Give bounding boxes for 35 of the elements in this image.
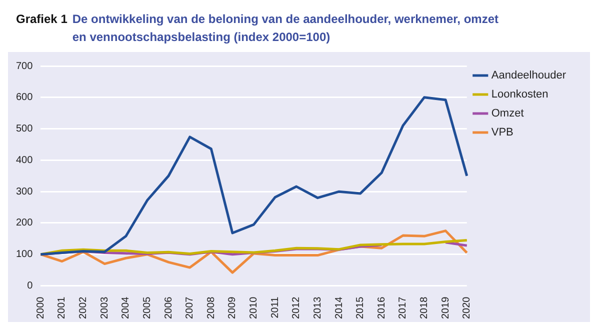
chart-subtitle: De ontwikkeling van de beloning van de aandeelhouder, werknemer, omzet en vennootschapsbelasting (index 2000=100)	[72, 11, 500, 46]
legend-label: Loonkosten	[491, 88, 548, 101]
x-tick-label: 2001	[56, 296, 68, 320]
y-tick-label: 300	[16, 186, 34, 198]
x-tick-label: 2002	[78, 296, 90, 320]
y-tick-label: 600	[16, 92, 34, 104]
x-tick-label: 2017	[398, 296, 409, 320]
x-tick-label: 2003	[99, 296, 110, 320]
legend-label: Omzet	[491, 108, 524, 120]
x-tick-label: 2018	[419, 296, 430, 320]
x-tick-label: 2004	[120, 296, 132, 320]
x-tick-label: 2020	[462, 296, 473, 320]
x-tick-label: 2006	[163, 296, 174, 320]
y-tick-label: 500	[16, 124, 34, 135]
x-tick-label: 2008	[206, 296, 217, 320]
x-tick-label: 2014	[334, 296, 345, 320]
y-tick-label: 700	[16, 60, 34, 72]
x-tick-label: 2000	[35, 296, 46, 320]
x-tick-label: 2012	[291, 296, 302, 320]
x-tick-label: 2009	[227, 296, 238, 320]
y-tick-label: 100	[16, 249, 34, 260]
x-tick-label: 2013	[312, 296, 324, 320]
chart-title: Grafiek 1	[16, 11, 68, 28]
y-tick-label: 400	[16, 154, 34, 166]
x-tick-label: 2005	[142, 296, 153, 320]
x-tick-label: 2010	[248, 296, 260, 320]
legend-label: VPB	[491, 126, 514, 139]
x-tick-label: 2019	[440, 296, 452, 320]
legend-label: Aandeelhouder	[491, 70, 566, 82]
x-tick-label: 2011	[270, 296, 281, 318]
y-tick-label: 200	[16, 218, 34, 229]
x-tick-label: 2015	[355, 296, 366, 320]
y-tick-label: 0	[27, 280, 34, 292]
x-tick-label: 2007	[184, 296, 196, 320]
x-tick-label: 2016	[376, 296, 388, 320]
